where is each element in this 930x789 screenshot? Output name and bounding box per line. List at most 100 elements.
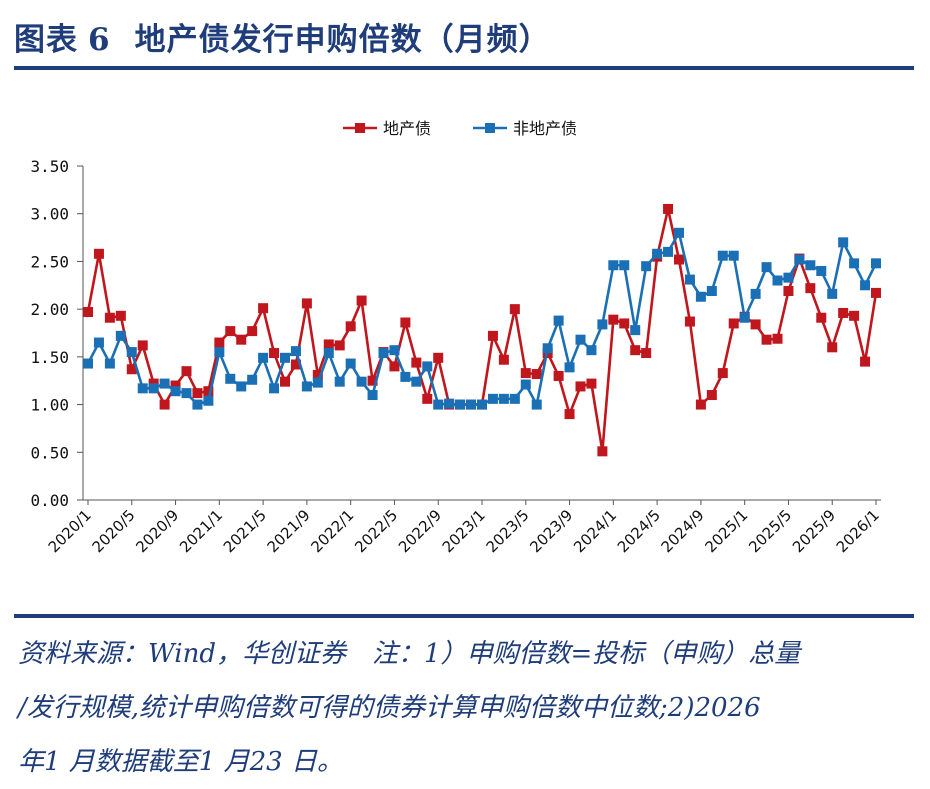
data-point (805, 283, 816, 294)
data-point (83, 307, 93, 318)
data-point (345, 358, 356, 369)
data-point (389, 361, 400, 372)
data-point (553, 315, 564, 326)
data-point (334, 340, 345, 351)
data-point (466, 399, 477, 410)
data-point (684, 274, 695, 285)
data-point (334, 376, 345, 387)
data-point (805, 260, 816, 271)
data-point (575, 381, 586, 392)
data-point (794, 254, 805, 265)
series-layer (83, 203, 881, 457)
data-point (280, 376, 290, 387)
x-tick-label: 2025/1 (701, 506, 751, 556)
data-point (750, 288, 761, 299)
data-point (367, 375, 378, 386)
data-point (586, 345, 597, 356)
legend-item: 地产债 (343, 119, 431, 138)
data-point (411, 357, 422, 368)
data-point (214, 337, 225, 348)
y-tick-label: 2.00 (30, 300, 69, 319)
data-point (695, 399, 706, 410)
data-point (838, 307, 849, 318)
x-tick-label: 2023/5 (483, 506, 533, 556)
data-point (444, 398, 455, 409)
data-point (455, 399, 466, 410)
data-point (586, 378, 597, 389)
data-point (531, 399, 542, 410)
data-point (663, 203, 674, 214)
data-point (498, 393, 509, 404)
data-point (477, 399, 487, 410)
x-tick-label: 2025/5 (745, 506, 795, 556)
data-point (717, 250, 728, 261)
x-tick-label: 2020/1 (45, 506, 95, 556)
data-point (104, 312, 115, 323)
x-tick-label: 2020/9 (132, 506, 182, 556)
legend-label: 地产债 (383, 119, 431, 138)
data-point (827, 288, 838, 299)
data-point (597, 319, 608, 330)
data-point (400, 371, 411, 382)
data-point (816, 312, 827, 323)
data-point (104, 358, 115, 369)
data-point (509, 393, 520, 404)
y-tick-label: 2.50 (30, 252, 69, 271)
data-point (312, 377, 323, 388)
data-point (236, 381, 247, 392)
data-point (148, 383, 159, 394)
data-point (553, 370, 564, 381)
data-point (871, 287, 881, 298)
data-point (290, 346, 301, 357)
data-point (280, 352, 290, 363)
data-point (378, 348, 389, 359)
data-point (619, 260, 630, 271)
series-line (86, 207, 878, 453)
data-point (619, 318, 630, 329)
data-point (860, 356, 871, 367)
legend-marker (355, 123, 365, 133)
footnote: 资料来源：Wind，华创证券 注：1）申购倍数=投标（申购）总量 /发行规模,统… (18, 627, 914, 789)
data-point (487, 393, 498, 404)
data-point (323, 348, 334, 359)
figure-number: 6 (88, 22, 111, 58)
y-tick-label: 3.50 (30, 157, 69, 176)
data-point (674, 227, 684, 238)
data-point (520, 379, 531, 390)
x-tick-label: 2024/1 (570, 506, 620, 556)
data-point (93, 337, 104, 348)
data-point (181, 366, 192, 377)
y-tick-label: 0.00 (30, 491, 69, 510)
series-property-bonds (83, 203, 881, 457)
data-point (433, 352, 444, 363)
data-point (137, 340, 148, 351)
data-point (345, 321, 356, 332)
data-point (126, 347, 137, 358)
data-point (170, 380, 181, 391)
data-point (575, 334, 586, 345)
data-point (783, 286, 794, 297)
x-tick-label: 2021/5 (220, 506, 270, 556)
footnote-line-3: 年1 月数据截至1 月23 日。 (18, 747, 343, 777)
data-point (225, 326, 236, 337)
data-point (509, 304, 520, 315)
x-tick-label: 2023/1 (439, 506, 489, 556)
data-point (225, 373, 236, 384)
data-point (717, 368, 728, 379)
data-point (531, 369, 542, 380)
legend-item: 非地产债 (473, 119, 577, 138)
axes: 0.000.501.001.502.002.503.003.502020/120… (30, 157, 882, 556)
data-point (728, 318, 739, 329)
title-divider (14, 66, 914, 70)
figure-title: 地产债发行申购倍数（月频） (134, 22, 551, 58)
data-point (783, 272, 794, 283)
data-point (93, 248, 104, 259)
x-tick-label: 2026/1 (833, 506, 883, 556)
data-point (520, 368, 531, 379)
data-point (827, 342, 838, 353)
data-point (630, 345, 641, 356)
x-tick-label: 2023/9 (526, 506, 576, 556)
chart-title: 图表 6 地产债发行申购倍数（月频） (14, 14, 551, 59)
x-tick-label: 2022/1 (307, 506, 357, 556)
data-point (487, 330, 498, 341)
